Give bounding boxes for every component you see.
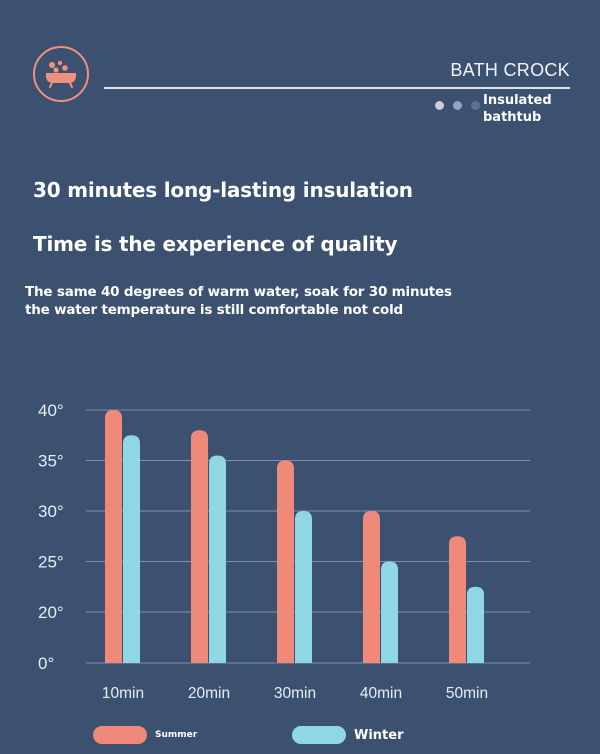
x-tick-label: 40min: [360, 685, 402, 702]
tagline: Insulated bathtub: [483, 92, 593, 126]
dot-3: [471, 101, 480, 110]
dot-1: [435, 101, 444, 110]
legend-summer: Summer: [93, 726, 197, 744]
bar-summer: [277, 460, 294, 663]
headline-1: 30 minutes long-lasting insulation: [33, 178, 413, 202]
bar-winter: [123, 435, 140, 663]
bar-winter: [467, 586, 484, 663]
y-tick-label: 30°: [38, 502, 64, 521]
x-tick-label: 10min: [102, 685, 144, 702]
bar-summer: [105, 410, 122, 663]
x-tick-label: 30min: [274, 685, 316, 702]
legend-summer-label: Summer: [155, 730, 198, 740]
y-tick-label: 40°: [38, 401, 64, 420]
bar-summer: [191, 430, 208, 663]
temperature-bar-chart: 0° 20° 25° 30° 35° 40° 10min 20min 30min 40min 50m…: [38, 401, 530, 702]
description: The same 40 degrees of warm water, soak …: [25, 283, 585, 319]
brand-name: BATH CROCK: [450, 60, 570, 80]
bar-summer: [363, 511, 380, 663]
y-tick-label: 25°: [38, 553, 64, 572]
header-divider: [104, 87, 570, 89]
x-tick-label: 50min: [446, 685, 488, 702]
bathtub-icon: [46, 60, 76, 88]
bar-winter: [209, 455, 226, 663]
logo: [33, 46, 89, 102]
description-line-2: the water temperature is still comfortab…: [25, 302, 404, 318]
pagination-dots: [435, 101, 480, 110]
y-tick-label: 35°: [38, 452, 64, 471]
legend-winter-swatch: [292, 726, 346, 744]
bar-winter: [381, 561, 398, 663]
y-tick-label: 20°: [38, 603, 64, 622]
x-tick-label: 20min: [188, 685, 230, 702]
legend-summer-swatch: [93, 726, 147, 744]
dot-2: [453, 101, 462, 110]
tagline-line-1: Insulated: [483, 93, 552, 108]
bar-winter: [295, 511, 312, 663]
tagline-line-2: bathtub: [483, 110, 542, 125]
y-tick-label: 0°: [38, 654, 54, 673]
legend-winter-label: Winter: [354, 727, 404, 743]
description-line-1: The same 40 degrees of warm water, soak …: [25, 284, 452, 300]
bar-summer: [449, 536, 466, 663]
legend-winter: Winter: [292, 726, 404, 744]
headline-2: Time is the experience of quality: [33, 232, 398, 256]
